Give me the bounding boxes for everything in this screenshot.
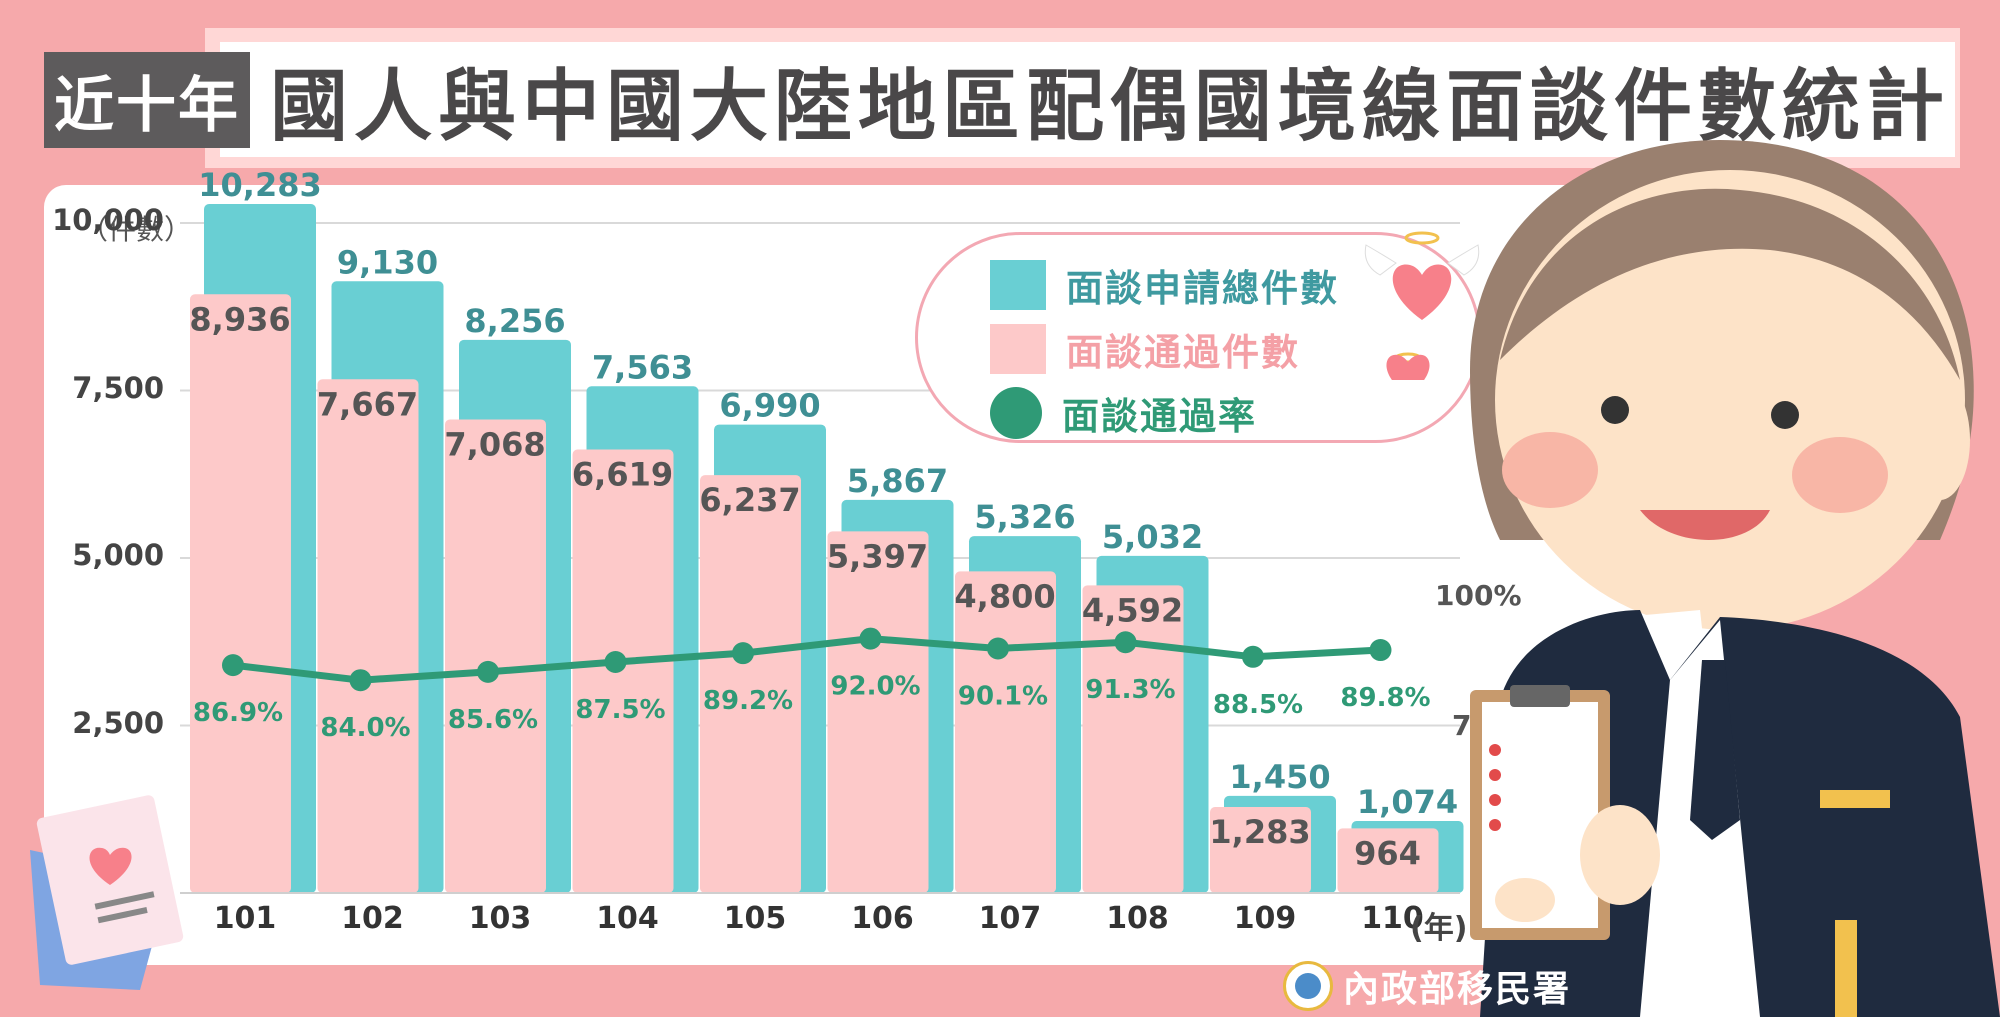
x-tick-label: 107 [979, 901, 1042, 936]
rate-value-label: 89.2% [703, 686, 793, 716]
passed-bar [190, 294, 291, 894]
rate-point [987, 637, 1009, 660]
x-tick-label: 106 [851, 901, 914, 936]
applied-value-label: 1,074 [1357, 783, 1458, 821]
passed-value-label: 4,800 [954, 577, 1055, 615]
x-tick-label: 105 [724, 901, 787, 936]
x-tick-label: 101 [214, 901, 277, 936]
x-tick-label: 108 [1106, 901, 1169, 936]
applied-value-label: 9,130 [337, 243, 438, 281]
rate-value-label: 84.0% [320, 713, 410, 743]
x-tick-label: 102 [341, 901, 404, 936]
rate-value-label: 92.0% [830, 672, 920, 702]
y-tick-label: 10,000 [52, 203, 164, 237]
rate-point [732, 642, 754, 665]
passed-value-label: 7,068 [444, 425, 545, 463]
legend-swatch-applied [990, 260, 1046, 310]
y-tick-label: 7,500 [72, 370, 164, 405]
applied-value-label: 5,326 [974, 498, 1075, 536]
applied-value-label: 6,990 [719, 387, 820, 425]
rate-value-label: 85.6% [448, 705, 538, 735]
heart-wings-icon [1364, 231, 1480, 380]
applied-value-label: 5,867 [847, 462, 948, 500]
passed-bar [955, 571, 1056, 893]
rate-value-label: 90.1% [958, 681, 1048, 711]
legend-swatch-passed [990, 324, 1046, 374]
x-axis: 101 102 103 104 105 106 107 108 109 110 [180, 892, 1460, 936]
data-labels: 10,283 8,936 9,130 7,667 8,256 7,068 7,563 6,61… [189, 166, 1458, 872]
rate-point [222, 654, 244, 677]
legend-label-rate: 面談通過率 [1062, 395, 1257, 438]
legend-label-passed: 面談通過件數 [1066, 331, 1300, 374]
rate-point [477, 660, 499, 683]
legend-label-applied: 面談申請總件數 [1066, 267, 1339, 310]
x-axis-unit-label: (年) [1410, 911, 1468, 946]
passed-value-label: 1,283 [1209, 813, 1310, 851]
rate-value-label: 88.5% [1213, 690, 1303, 720]
source-text: 內政部移民署 [1343, 969, 1572, 1010]
legend-item-applied: 面談申請總件數 [990, 258, 1339, 312]
passed-bar [572, 449, 674, 893]
passed-bar [1082, 585, 1184, 893]
rate-value-label: 89.8% [1340, 683, 1430, 713]
applied-value-label: 1,450 [1229, 758, 1330, 796]
page-title: 國人與中國大陸地區配偶國境線面談件數統計 [270, 61, 1951, 152]
passed-value-label: 7,667 [317, 385, 418, 423]
officer-illustration [1470, 140, 2000, 1017]
rate-point [349, 669, 372, 692]
legend-item-passed: 面談通過件數 [990, 322, 1300, 376]
passed-bar [827, 531, 929, 893]
passed-bar [317, 379, 419, 893]
rate-value-label: 91.3% [1085, 675, 1175, 705]
applied-value-label: 8,256 [464, 302, 565, 340]
rate-line-series [222, 627, 1392, 692]
x-tick-label: 103 [469, 901, 532, 936]
x-tick-label: 104 [596, 901, 659, 936]
rate-point [1114, 631, 1137, 654]
rate-point [1242, 645, 1264, 668]
legend-swatch-rate [990, 387, 1042, 439]
passed-value-label: 8,936 [189, 300, 290, 338]
title-tag: 近十年 [44, 52, 250, 148]
title-box [220, 42, 1955, 157]
rate-value-label: 87.5% [575, 695, 665, 725]
x-tick-label: 110 [1361, 901, 1424, 936]
passed-value-label: 6,237 [699, 481, 800, 519]
rate-value-label: 86.9% [193, 698, 283, 728]
y-axis-unit-label: （件數） [80, 213, 193, 246]
passed-bars [190, 294, 1439, 894]
passed-bar [1337, 828, 1439, 893]
applied-value-label: 7,563 [592, 348, 693, 386]
passed-bar [445, 419, 546, 893]
government-seal-icon [1283, 961, 1333, 1011]
love-letter-icon [30, 795, 184, 990]
rate-point [1369, 639, 1392, 662]
rate-point [859, 627, 882, 650]
passed-value-label: 4,592 [1082, 591, 1183, 629]
right-tick-label: 100% [1435, 579, 1522, 612]
passed-bar [1210, 807, 1311, 893]
rate-line [232, 635, 1381, 684]
legend-item-rate: 面談通過率 [990, 386, 1257, 440]
passed-value-label: 964 [1354, 834, 1421, 872]
passed-value-label: 6,619 [572, 456, 673, 494]
rate-point [604, 651, 627, 673]
y-tick-label: 2,500 [72, 705, 164, 740]
source-credit: 內政部移民署 [1283, 960, 1571, 1012]
x-tick-label: 109 [1234, 901, 1297, 936]
y-tick-label: 5,000 [72, 538, 164, 572]
applied-value-label: 5,032 [1102, 518, 1203, 556]
applied-value-label: 10,283 [198, 166, 321, 204]
passed-value-label: 5,397 [827, 537, 928, 575]
passed-bar [700, 475, 801, 893]
